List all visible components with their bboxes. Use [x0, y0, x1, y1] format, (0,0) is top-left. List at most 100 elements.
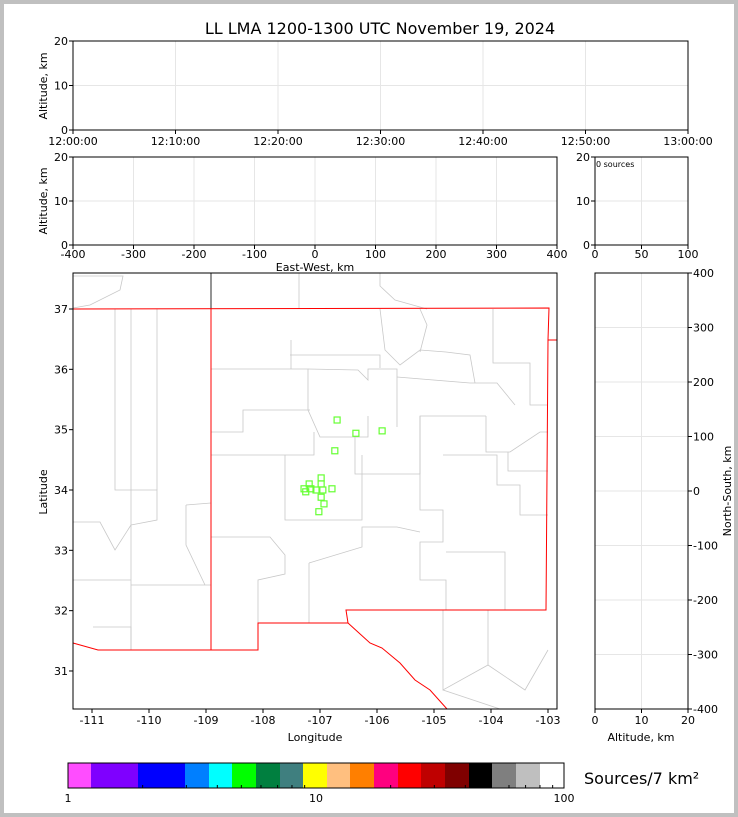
- colorbar-segment: [421, 763, 445, 788]
- county-boundary: [93, 626, 132, 650]
- y-tick-label: 20: [54, 35, 68, 48]
- x-tick-label: 12:20:00: [253, 135, 302, 148]
- colorbar-tick: 100: [554, 792, 575, 805]
- county-boundary: [379, 308, 447, 366]
- y-tick-label: 31: [54, 665, 68, 678]
- county-boundary: [443, 454, 548, 516]
- time-altitude-panel: 12:00:00 12:10:00 12:20:00 12:30:00 12:40:00…: [48, 35, 712, 148]
- x-tick-label: 12:50:00: [561, 135, 610, 148]
- map-background: [73, 273, 557, 709]
- lightning-source-point: [302, 488, 310, 496]
- county-boundary: [211, 432, 315, 456]
- colorbar-segment: [398, 763, 421, 788]
- x-tick-label: 200: [426, 248, 447, 261]
- county-boundary: [492, 309, 548, 406]
- ns-ylabel: North-South, km: [721, 446, 734, 537]
- colorbar-label: Sources/7 km²: [584, 769, 699, 788]
- county-boundary: [507, 452, 548, 472]
- y-tick-label: 0: [61, 239, 68, 252]
- lightning-source-point: [352, 429, 360, 437]
- x-tick-label: 50: [635, 248, 649, 261]
- axes-frame: [72, 272, 558, 710]
- y-tick-label: 37: [54, 303, 68, 316]
- y-tick-label: 400: [693, 267, 714, 280]
- axes-frame: [594, 156, 689, 246]
- x-tick-label: 0: [592, 248, 599, 261]
- x-tick-label: -104: [479, 714, 504, 727]
- lightning-source-point: [315, 508, 323, 516]
- lightning-source-point: [319, 486, 327, 494]
- x-tick-label: 0: [312, 248, 319, 261]
- county-boundary: [185, 502, 212, 506]
- x-tick-label: 100: [678, 248, 699, 261]
- x-tick-label: 10: [635, 714, 649, 727]
- colorbar-segment: [350, 763, 374, 788]
- altitude-histogram-panel: 0 sources 0 50 100 0 10 20: [576, 151, 699, 261]
- county-boundary: [73, 521, 132, 551]
- lightning-source-point: [317, 493, 325, 501]
- ns-altitude-panel: 0 10 20-400 -300 -200 -100 0 100 200 300 400: [592, 267, 718, 727]
- y-tick-label: 36: [54, 363, 68, 376]
- county-lines: [72, 273, 549, 710]
- x-tick-label: 12:30:00: [356, 135, 405, 148]
- longitude-label: Longitude: [288, 731, 343, 744]
- y-tick-label: 34: [54, 484, 68, 497]
- lightning-source-point: [378, 427, 386, 435]
- lightning-source-point: [320, 500, 328, 508]
- x-tick-label: -107: [308, 714, 333, 727]
- colorbar-segment: [516, 763, 540, 788]
- x-tick-label: -300: [121, 248, 146, 261]
- colorbar-tick: 1: [65, 792, 72, 805]
- x-tick-label: 13:00:00: [663, 135, 712, 148]
- y-tick-label: 35: [54, 424, 68, 437]
- colorbar-segment: [445, 763, 469, 788]
- figure: LL LMA 1200-1300 UTC November 19, 2024 1…: [4, 4, 734, 813]
- colorbar-segment: [280, 763, 303, 788]
- y-tick-label: 200: [693, 376, 714, 389]
- state-border: [72, 307, 557, 710]
- county-boundary: [211, 409, 310, 433]
- y-tick-label: -200: [693, 594, 718, 607]
- county-boundary: [308, 526, 421, 564]
- x-tick-label: -105: [422, 714, 447, 727]
- x-tick-label: 300: [486, 248, 507, 261]
- latitude-label: Latitude: [37, 469, 50, 515]
- colorbar-segment: [492, 763, 516, 788]
- colorbar-segment: [469, 763, 492, 788]
- ns-xlabel: Altitude, km: [607, 731, 674, 744]
- x-tick-label: 400: [547, 248, 568, 261]
- x-tick-label: -400: [61, 248, 86, 261]
- figure-title: LL LMA 1200-1300 UTC November 19, 2024: [205, 19, 555, 38]
- p2-ylabel: Altitude, km: [37, 167, 50, 234]
- y-tick-label: 10: [54, 80, 68, 93]
- colorbar-segment: [540, 763, 564, 788]
- colorbar-frame: [67, 762, 565, 789]
- y-tick-label: 20: [54, 151, 68, 164]
- lma-figure: LL LMA 1200-1300 UTC November 19, 2024 1…: [37, 19, 734, 805]
- x-tick-label: 20: [681, 714, 695, 727]
- lightning-source-point: [305, 480, 313, 488]
- y-tick-label: 20: [576, 151, 590, 164]
- axes-frame: [72, 156, 558, 246]
- county-boundary: [419, 416, 447, 610]
- colorbar-segment: [303, 763, 327, 788]
- y-tick-label: -100: [693, 540, 718, 553]
- colorbar-tick: 10: [309, 792, 323, 805]
- county-boundary: [442, 689, 501, 710]
- x-tick-label: 12:10:00: [151, 135, 200, 148]
- colorbar-segment: [68, 763, 91, 788]
- colorbar-segment: [374, 763, 398, 788]
- x-tick-label: -100: [242, 248, 267, 261]
- y-tick-label: 32: [54, 605, 68, 618]
- y-tick-label: 0: [693, 485, 700, 498]
- colorbar-segment: [209, 763, 232, 788]
- y-tick-label: 10: [54, 195, 68, 208]
- colorbar: [67, 762, 565, 789]
- lightning-source-point: [331, 447, 339, 455]
- colorbar-segment: [232, 763, 256, 788]
- x-tick-label: -109: [194, 714, 219, 727]
- x-tick-label: -110: [137, 714, 162, 727]
- x-tick-label: -103: [536, 714, 561, 727]
- y-tick-label: -400: [693, 703, 718, 716]
- x-tick-label: 0: [592, 714, 599, 727]
